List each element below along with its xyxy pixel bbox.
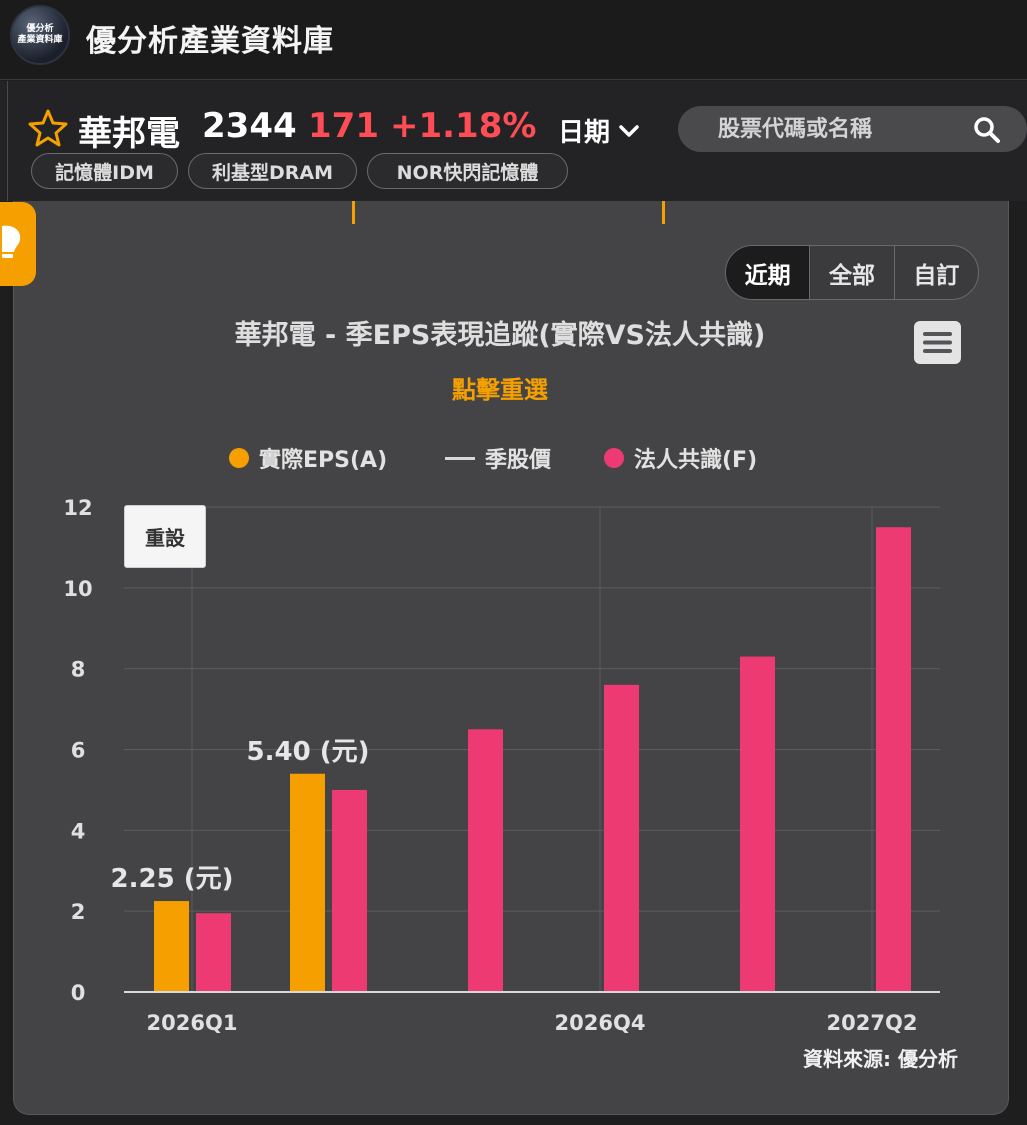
legend-consensus[interactable]: 法人共識(F) — [604, 442, 757, 474]
section-marker — [662, 201, 665, 224]
chart-title: 華邦電 - 季EPS表現追蹤(實際VS法人共識) — [234, 320, 766, 351]
reset-zoom-button[interactable]: 重設 — [124, 505, 206, 568]
logo-line-1: 優分析 — [26, 24, 54, 34]
y-tick-label: 8 — [71, 658, 86, 682]
date-select-label: 日期 — [558, 118, 611, 148]
app-title: 優分析產業資料庫 — [86, 24, 334, 59]
legend-label-price: 季股價 — [485, 448, 552, 473]
section-marker — [352, 201, 355, 224]
search-input[interactable] — [678, 106, 978, 152]
bar-consensus-eps — [332, 789, 367, 992]
logo-line-2: 產業資料庫 — [17, 35, 63, 45]
chevron-down-icon — [619, 124, 639, 137]
bar-consensus-eps — [468, 729, 503, 992]
stock-price: 171 — [308, 106, 379, 146]
bar-consensus-eps — [740, 656, 775, 992]
x-tick-label: 2026Q1 — [147, 1011, 238, 1035]
y-tick-label: 4 — [71, 819, 86, 843]
bar-consensus-eps — [196, 913, 231, 992]
x-tick-label: 2026Q4 — [555, 1011, 646, 1035]
bar-actual-eps — [290, 773, 325, 992]
range-button-custom[interactable]: 自訂 — [893, 246, 978, 299]
search-icon[interactable] — [973, 116, 1001, 144]
legend-dot-consensus — [604, 448, 624, 468]
side-panel-edge — [0, 81, 8, 201]
tag-memory-idm[interactable]: 記憶體IDM — [31, 153, 178, 189]
legend-line-price — [445, 456, 475, 460]
stock-name: 華邦電 — [78, 114, 180, 154]
y-tick-label: 6 — [71, 739, 86, 763]
app-logo[interactable]: 優分析 產業資料庫 — [10, 5, 70, 65]
data-label: 2.25 (元) — [111, 864, 234, 894]
data-label: 5.40 (元) — [247, 737, 370, 767]
stock-code: 2344 — [202, 106, 297, 146]
tag-niche-dram[interactable]: 利基型DRAM — [188, 153, 357, 189]
range-selector: 近期 全部 自訂 — [725, 245, 979, 300]
legend-quarter-price[interactable]: 季股價 — [445, 442, 551, 474]
range-button-all[interactable]: 全部 — [809, 246, 893, 299]
top-bar: 優分析 產業資料庫 優分析產業資料庫 — [0, 0, 1027, 80]
legend-label-consensus: 法人共識(F) — [634, 448, 758, 473]
stock-change: +1.18% — [390, 106, 537, 146]
legend-actual-eps[interactable]: 實際EPS(A) — [229, 442, 387, 474]
range-button-recent[interactable]: 近期 — [726, 246, 810, 299]
menu-icon[interactable] — [914, 321, 961, 364]
date-select[interactable]: 日期 — [558, 112, 642, 149]
y-tick-label: 2 — [71, 900, 86, 924]
search-box — [678, 106, 1027, 152]
y-tick-label: 0 — [71, 981, 86, 1005]
y-tick-label: 12 — [63, 496, 92, 520]
bar-actual-eps — [154, 901, 189, 992]
legend-label-actual: 實際EPS(A) — [259, 448, 388, 473]
star-icon[interactable] — [28, 108, 68, 148]
tag-nor-flash[interactable]: NOR快閃記憶體 — [367, 153, 568, 189]
bar-consensus-eps — [604, 684, 639, 992]
x-tick-label: 2027Q2 — [827, 1011, 918, 1035]
bar-consensus-eps — [876, 527, 911, 992]
y-tick-label: 10 — [63, 577, 92, 601]
data-source-credit: 資料來源: 優分析 — [803, 1047, 958, 1071]
chart-subtitle[interactable]: 點擊重選 — [452, 376, 548, 404]
lightbulb-icon — [2, 225, 21, 258]
legend-dot-actual — [229, 448, 249, 468]
